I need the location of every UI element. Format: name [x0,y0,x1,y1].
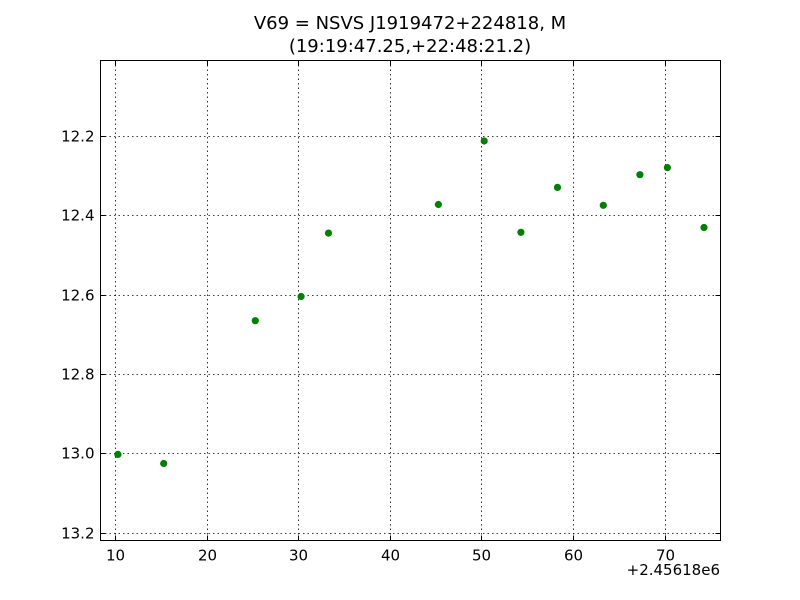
data-point [599,201,607,209]
chart-title: V69 = NSVS J1919472+224818, M [254,13,566,34]
data-point [636,171,644,179]
x-tick-label: 20 [198,547,217,565]
data-point [553,183,562,191]
y-tick-label: 12.6 [61,287,94,305]
y-tick-label: 13.0 [61,445,94,463]
data-point [251,317,259,325]
x-offset-label: +2.45618e6 [627,561,720,579]
data-point [517,228,525,236]
data-point [434,200,442,209]
data-point [297,292,305,301]
x-tick-label: 40 [381,547,400,565]
plot-frame [100,60,721,541]
data-point [114,450,122,458]
x-tick-label: 30 [289,547,308,565]
data-point [663,164,672,172]
y-tick-label: 12.8 [61,366,94,384]
data-point [480,137,488,145]
data-point [324,229,333,237]
x-tick-label: 60 [564,547,583,565]
grid-lines [100,60,721,541]
chart-subtitle: (19:19:47.25,+22:48:21.2) [289,36,531,57]
x-tick-label: 70 [656,547,675,565]
data-points [114,137,708,468]
y-tick-label: 12.4 [61,207,94,225]
x-tick-label: 50 [472,547,491,565]
x-tick-label: 10 [106,547,125,565]
data-point [160,459,168,468]
y-tick-label: 12.2 [61,128,94,146]
data-point [700,223,708,232]
axis-ticks: 10 20 30 40 50 60 70 12.2 12.4 12.6 12.8 13.0 13.2 [61,60,721,565]
y-tick-label: 13.2 [61,525,94,543]
